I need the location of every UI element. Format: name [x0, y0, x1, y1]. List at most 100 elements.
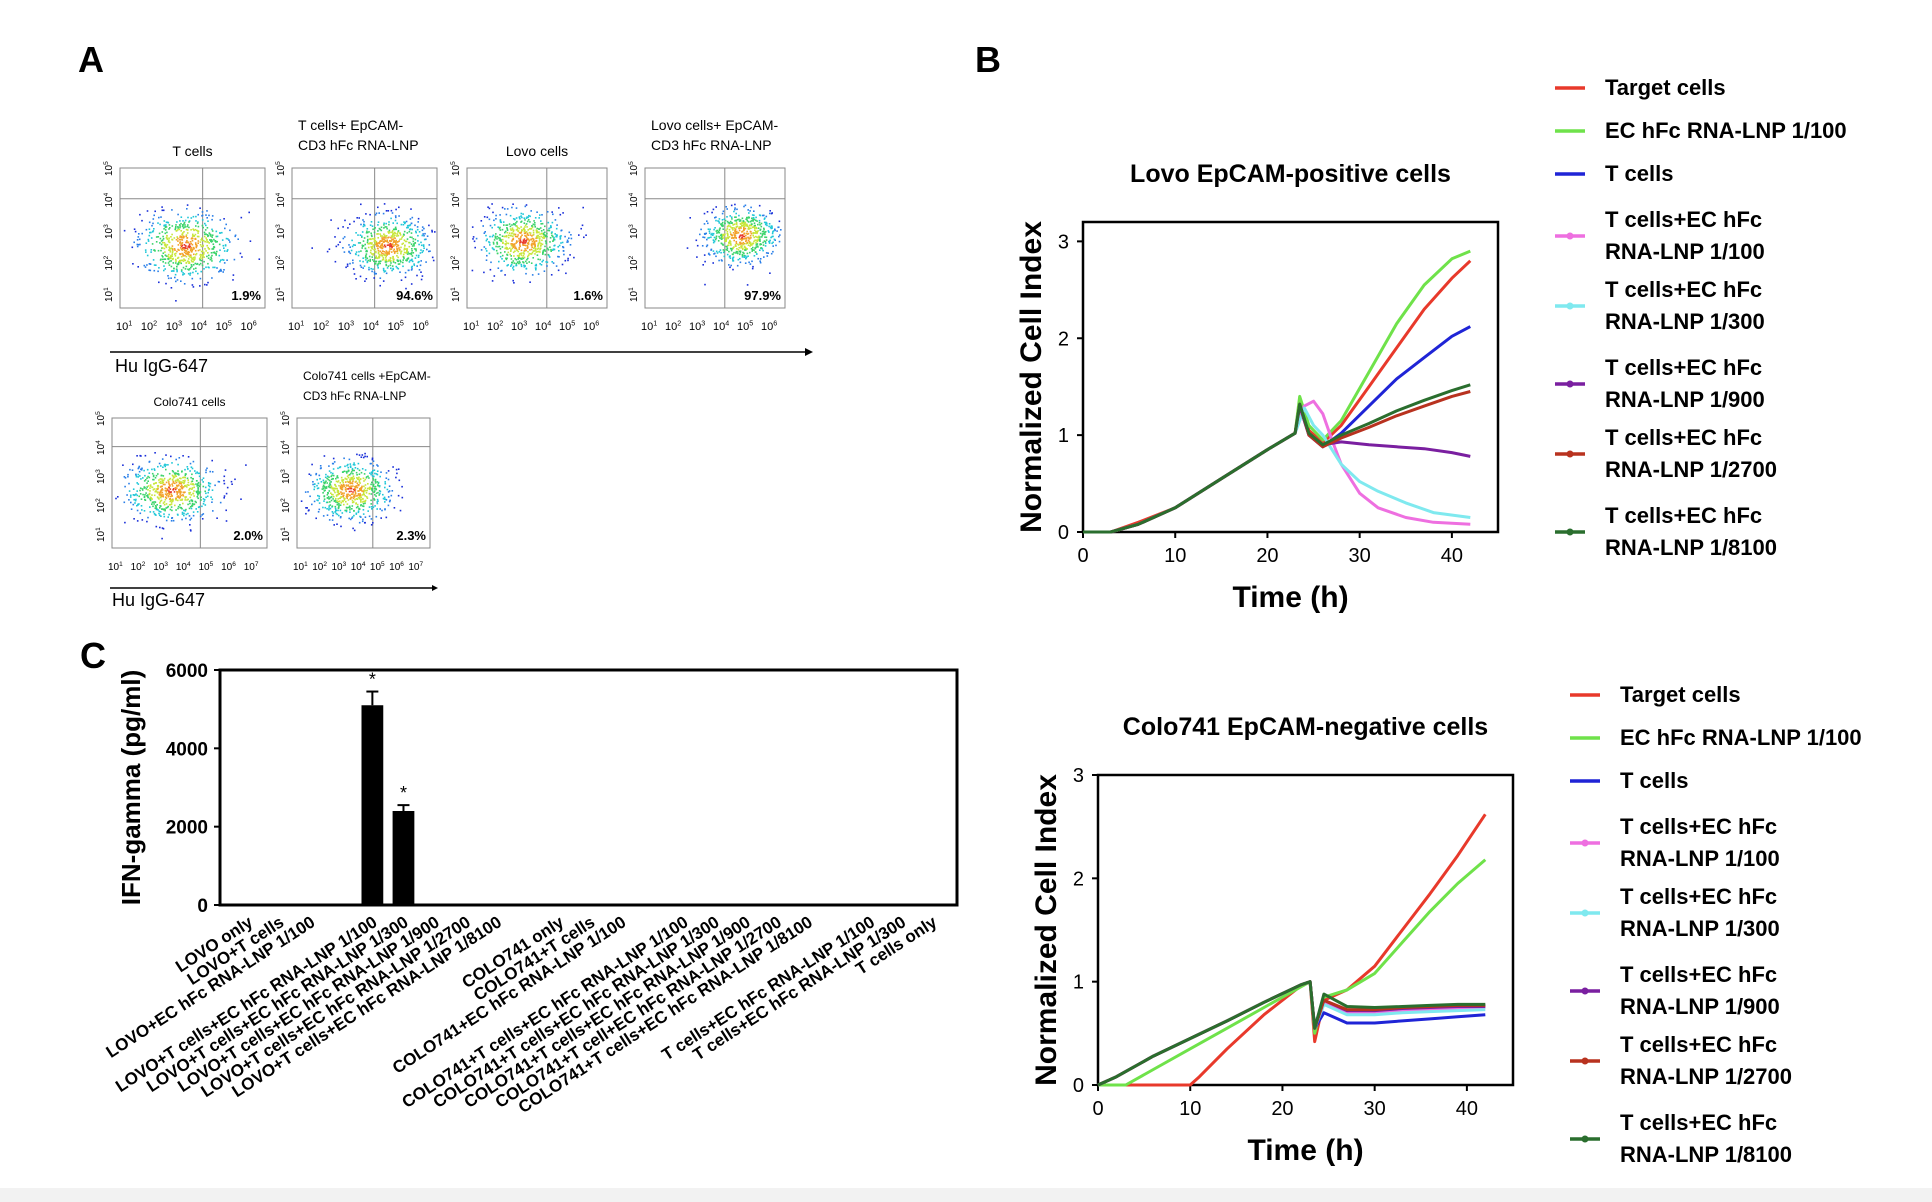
- flow-dot: [350, 496, 352, 499]
- flow-dot: [365, 213, 367, 215]
- bar-5: [392, 811, 415, 905]
- flow-dot: [732, 247, 734, 250]
- flow-dot: [520, 254, 523, 256]
- flow-dot: [381, 243, 384, 245]
- flow-dot: [546, 211, 549, 213]
- flow-dot: [722, 249, 725, 251]
- flow-dot: [382, 497, 385, 500]
- flow-dot: [565, 272, 567, 275]
- flow-dot: [354, 485, 356, 488]
- flow-dot: [512, 260, 515, 262]
- flow-dot: [159, 502, 161, 504]
- flow-dot: [351, 478, 353, 480]
- flow-dot: [548, 254, 550, 257]
- flow-dot: [373, 273, 376, 275]
- flow-dot: [354, 487, 356, 490]
- flow-dot: [540, 230, 543, 232]
- flow-dot: [387, 231, 389, 233]
- flow-dot: [729, 257, 732, 259]
- flow-y-tick-label: 102: [280, 498, 292, 513]
- flow-dot: [396, 243, 398, 246]
- flow-dot: [178, 480, 181, 482]
- flow-dot: [168, 246, 171, 248]
- flow-dot: [492, 243, 495, 245]
- flow-dot: [343, 499, 346, 501]
- flow-dot: [525, 231, 528, 233]
- flow-dot: [208, 488, 210, 491]
- flow-dot: [334, 505, 337, 508]
- flow-dot: [347, 227, 349, 229]
- flow-dot: [423, 234, 425, 237]
- flow-dot: [514, 223, 516, 226]
- flow-dot: [148, 234, 151, 237]
- flow-dot: [504, 230, 507, 233]
- flow-dot: [521, 216, 523, 219]
- flow-dot: [389, 499, 391, 502]
- flow-dot: [527, 242, 529, 245]
- flow-dot: [328, 498, 330, 500]
- flow-dot: [226, 259, 228, 261]
- flow-dot: [517, 230, 520, 232]
- flow-dot: [519, 245, 521, 248]
- flow-dot: [523, 217, 526, 219]
- flow-dot: [189, 462, 192, 465]
- flow-dot: [144, 266, 147, 268]
- flow-dot: [705, 245, 708, 248]
- flow-dot: [723, 255, 726, 258]
- flow-dot: [182, 274, 184, 276]
- flow-dot: [340, 495, 342, 498]
- flow-dot: [735, 223, 737, 225]
- flow-dot: [385, 235, 388, 237]
- flow-dot: [180, 245, 183, 247]
- flow-dot: [185, 235, 187, 238]
- flow-dot: [168, 256, 170, 258]
- flow-dot: [205, 266, 207, 269]
- flow-dot: [149, 269, 152, 272]
- flow-dot: [393, 250, 396, 253]
- flow-dot: [179, 506, 181, 509]
- flow-dot: [187, 498, 189, 501]
- flow-dot: [185, 261, 188, 264]
- flow-dot: [526, 262, 528, 264]
- flow-dot: [328, 465, 330, 467]
- flow-dot: [475, 237, 478, 240]
- flow-dot: [536, 231, 538, 234]
- flow-dot: [185, 473, 187, 475]
- flow-dot: [181, 498, 184, 501]
- flow-dot: [162, 261, 164, 263]
- flow-dot: [524, 242, 526, 244]
- flow-dot: [743, 225, 746, 227]
- flow-dot: [743, 228, 745, 230]
- flow-dot: [375, 257, 378, 259]
- flow-dot: [194, 500, 197, 503]
- flow-dot: [350, 249, 353, 252]
- flow-dot: [373, 231, 376, 234]
- flow-dot: [133, 498, 135, 501]
- flow-dot: [322, 479, 325, 482]
- flow-dot: [178, 457, 181, 459]
- flow-dot: [414, 224, 416, 227]
- flow-dot: [197, 230, 200, 233]
- flow-dot: [381, 245, 383, 247]
- flow-dot: [162, 502, 165, 504]
- flow-dot: [415, 254, 418, 257]
- flow-dot: [356, 503, 359, 506]
- flow-dot: [512, 246, 514, 249]
- flow-dot: [355, 495, 358, 497]
- flow-dot: [546, 261, 549, 263]
- flow-dot: [187, 260, 189, 262]
- flow-dot: [190, 259, 193, 261]
- flow-dot: [390, 236, 392, 239]
- flow-dot: [199, 483, 202, 486]
- flow-dot: [374, 214, 377, 216]
- flow-dot: [511, 227, 514, 229]
- flow-dot: [425, 261, 427, 263]
- flow-dot: [412, 238, 415, 240]
- flow-dot: [166, 237, 168, 240]
- flow-dot: [186, 204, 189, 206]
- flow-dot: [136, 504, 138, 507]
- flow-dot: [179, 491, 181, 494]
- flow-dot: [211, 260, 213, 262]
- flow-dot: [728, 250, 730, 253]
- flow-dot: [190, 517, 193, 520]
